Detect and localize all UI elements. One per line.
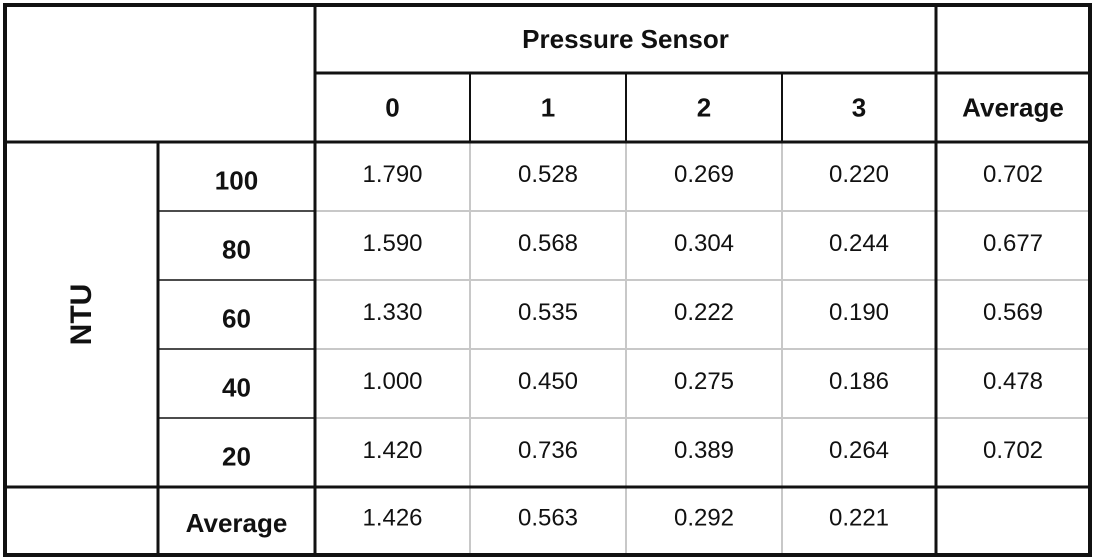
cell-value: 0.528: [518, 161, 578, 188]
cell-value: 0.535: [518, 299, 578, 326]
cell-value: 0.222: [674, 299, 734, 326]
row-average-value: 0.569: [983, 299, 1043, 326]
column-average-value: 0.292: [674, 505, 734, 532]
column-group-header: Pressure Sensor: [522, 24, 729, 54]
column-average-value: 1.426: [362, 505, 422, 532]
cell-value: 0.186: [829, 368, 889, 395]
cell-value: 0.264: [829, 437, 889, 464]
column-average-value: 0.221: [829, 505, 889, 532]
column-header-1: 1: [541, 93, 555, 123]
column-header-2: 2: [697, 93, 711, 123]
row-average-value: 0.478: [983, 368, 1043, 395]
cell-value: 1.790: [362, 161, 422, 188]
cell-value: 1.420: [362, 437, 422, 464]
row-group-label: NTU: [65, 284, 98, 346]
cell-value: 0.220: [829, 161, 889, 188]
column-header-3: 3: [852, 93, 866, 123]
cell-value: 1.590: [362, 230, 422, 257]
row-label-20: 20: [222, 442, 251, 472]
row-label-60: 60: [222, 304, 251, 334]
cell-value: 1.000: [362, 368, 422, 395]
row-label-100: 100: [215, 166, 258, 196]
cell-value: 1.330: [362, 299, 422, 326]
cell-value: 0.304: [674, 230, 734, 257]
cell-value: 0.450: [518, 368, 578, 395]
cell-value: 0.244: [829, 230, 889, 257]
column-header-0: 0: [385, 93, 399, 123]
row-average-value: 0.702: [983, 161, 1043, 188]
cell-value: 0.736: [518, 437, 578, 464]
cell-value: 0.190: [829, 299, 889, 326]
row-label-40: 40: [222, 373, 251, 403]
column-average-value: 0.563: [518, 505, 578, 532]
average-row-label: Average: [186, 508, 288, 538]
cell-value: 0.275: [674, 368, 734, 395]
cell-value: 0.269: [674, 161, 734, 188]
cell-value: 0.568: [518, 230, 578, 257]
row-average-value: 0.702: [983, 437, 1043, 464]
row-label-80: 80: [222, 235, 251, 265]
average-column-header: Average: [962, 93, 1064, 123]
row-average-value: 0.677: [983, 230, 1043, 257]
cell-value: 0.389: [674, 437, 734, 464]
